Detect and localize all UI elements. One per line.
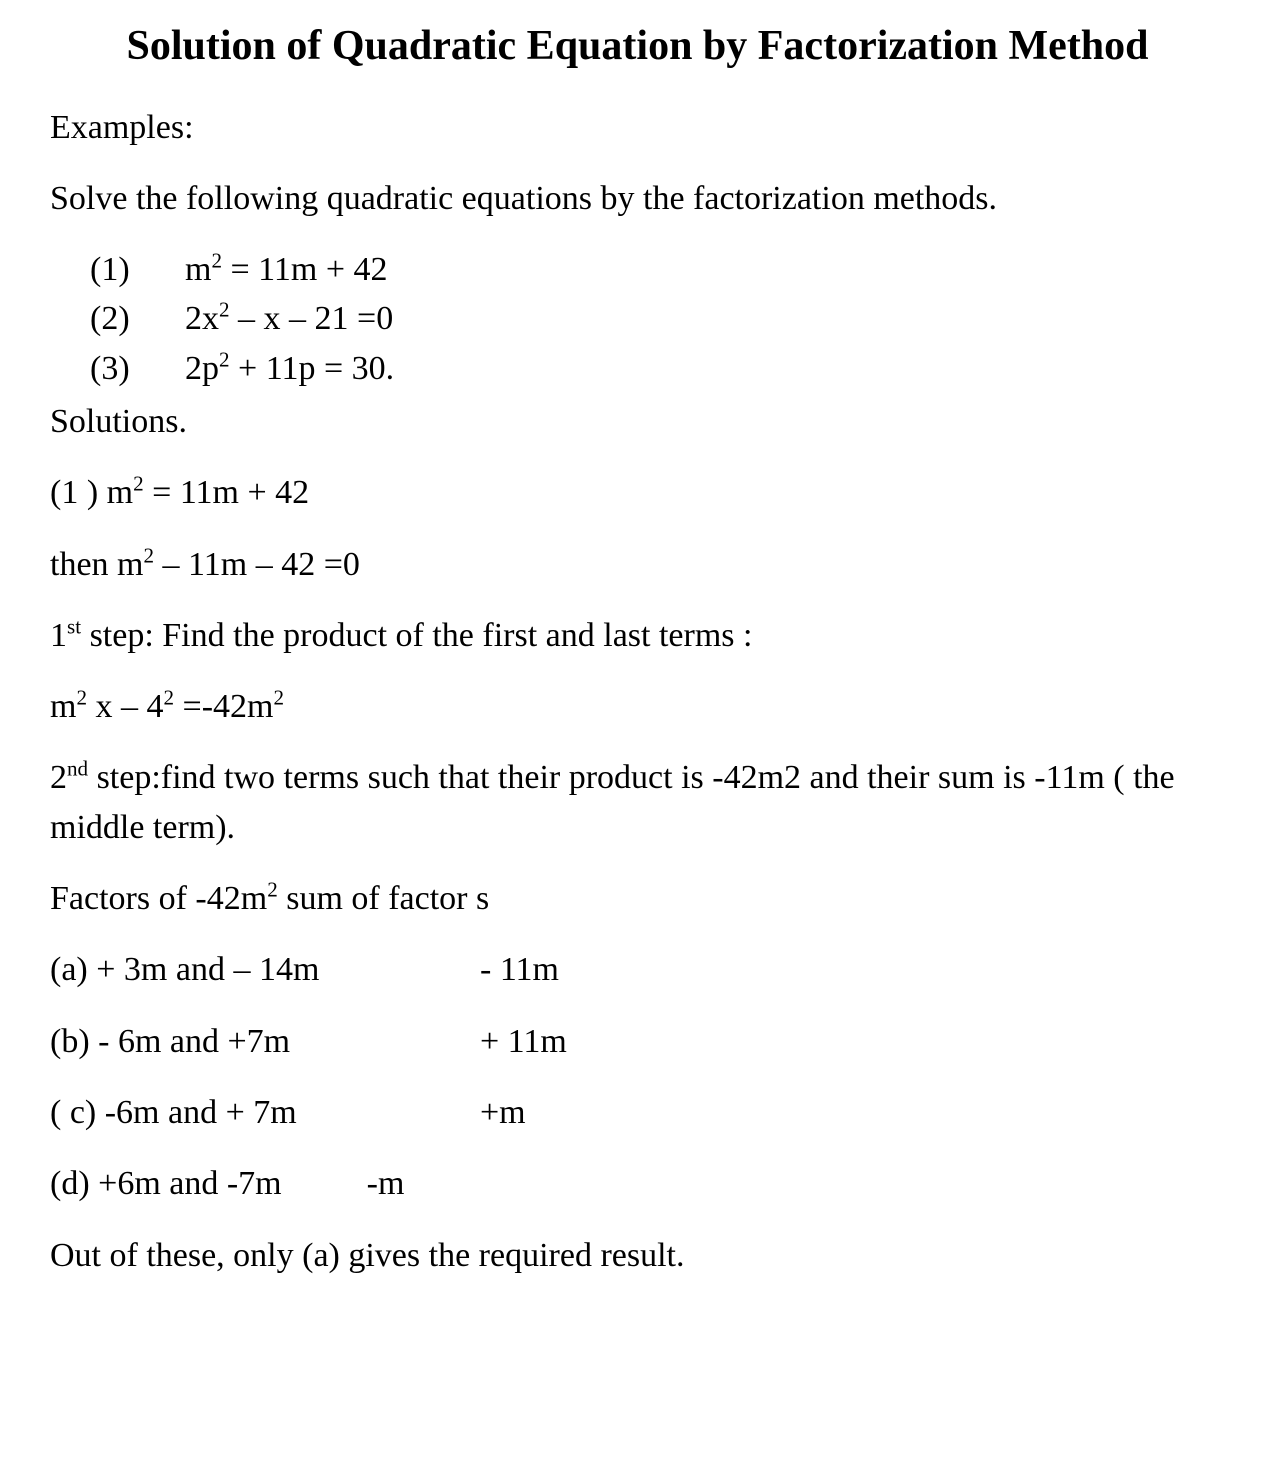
equation-expression: 2p2 + 11p = 30. (185, 344, 394, 393)
factor-sum: - 11m (480, 945, 559, 994)
equation-number: (3) (90, 344, 145, 393)
factor-pair: ( c) -6m and + 7m (50, 1088, 480, 1137)
conclusion-text: Out of these, only (a) gives the require… (50, 1231, 1225, 1280)
factor-pair: (b) - 6m and +7m (50, 1017, 480, 1066)
step-1-label: 1st step: Find the product of the first … (50, 611, 1225, 660)
factor-sum: +m (480, 1088, 526, 1137)
solutions-label: Solutions. (50, 397, 1225, 446)
factor-row: (b) - 6m and +7m + 11m (50, 1017, 1225, 1066)
equation-number: (2) (90, 294, 145, 343)
list-item: (1) m2 = 11m + 42 (90, 245, 1225, 294)
factor-row: (d) +6m and -7m -m (50, 1159, 1225, 1208)
step-2-label: 2nd step:find two terms such that their … (50, 753, 1225, 852)
equation-number: (1) (90, 245, 145, 294)
factor-row: ( c) -6m and + 7m +m (50, 1088, 1225, 1137)
solution-line: (1 ) m2 = 11m + 42 (50, 468, 1225, 517)
solution-line: then m2 – 11m – 42 =0 (50, 540, 1225, 589)
list-item: (3) 2p2 + 11p = 30. (90, 344, 1225, 393)
factor-sum: + 11m (480, 1017, 567, 1066)
step-1-expression: m2 x – 42 =-42m2 (50, 682, 1225, 731)
examples-label: Examples: (50, 103, 1225, 152)
equation-list: (1) m2 = 11m + 42 (2) 2x2 – x – 21 =0 (3… (90, 245, 1225, 393)
list-item: (2) 2x2 – x – 21 =0 (90, 294, 1225, 343)
factors-header: Factors of -42m2 sum of factor s (50, 874, 1225, 923)
page-title: Solution of Quadratic Equation by Factor… (50, 20, 1225, 73)
factor-pair: (d) +6m and -7m -m (50, 1159, 404, 1208)
factor-pair: (a) + 3m and – 14m (50, 945, 480, 994)
equation-expression: m2 = 11m + 42 (185, 245, 388, 294)
document-page: Solution of Quadratic Equation by Factor… (0, 0, 1275, 1465)
equation-expression: 2x2 – x – 21 =0 (185, 294, 393, 343)
instruction-text: Solve the following quadratic equations … (50, 174, 1225, 223)
factor-row: (a) + 3m and – 14m - 11m (50, 945, 1225, 994)
